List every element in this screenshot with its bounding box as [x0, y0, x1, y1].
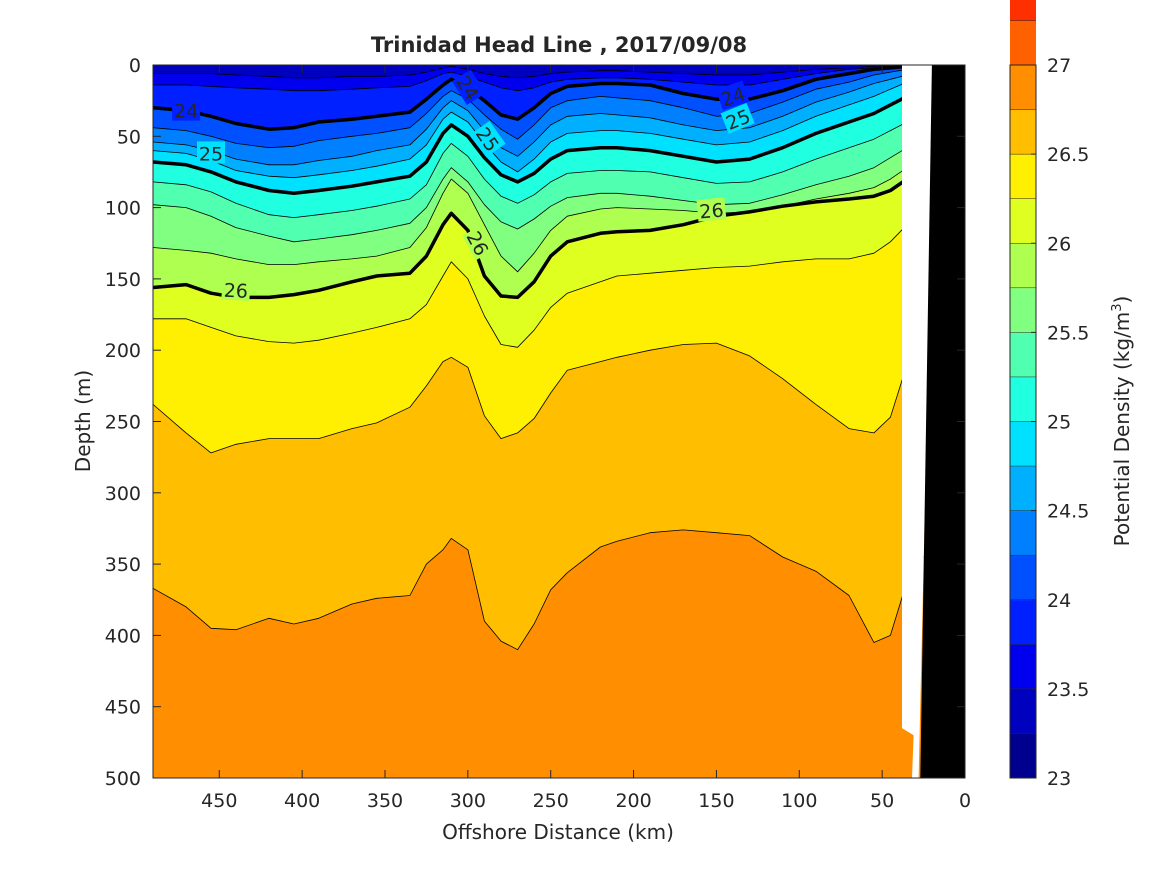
contour-label-text: 24 — [174, 101, 198, 123]
chart-title: Trinidad Head Line , 2017/09/08 — [371, 33, 747, 57]
y-tick-label: 150 — [105, 269, 141, 291]
contour-label-bg — [221, 277, 251, 302]
contour-label-text: 26 — [699, 199, 725, 223]
x-tick-label: 50 — [870, 790, 894, 812]
y-tick-label: 50 — [117, 126, 141, 148]
x-axis-label: Offshore Distance (km) — [442, 820, 674, 844]
y-tick-label: 350 — [105, 554, 141, 576]
y-tick-label: 400 — [105, 625, 141, 647]
contour-band — [153, 529, 965, 778]
contour-label-bg — [696, 197, 727, 222]
contour-line — [153, 76, 929, 179]
x-tick-label: 450 — [201, 790, 237, 812]
colorbar-tick-label: 26.5 — [1047, 144, 1089, 166]
colorbar-label-end: ) — [1110, 296, 1134, 304]
contour-line — [153, 110, 929, 219]
colorbar-swatch — [1010, 599, 1036, 645]
y-tick-label: 250 — [105, 412, 141, 434]
colorbar: 23 23.5 24 24.5 25 25.5 26 26.5 27 — [1009, 0, 1089, 790]
x-tick-label: 200 — [615, 790, 651, 812]
contour-line — [153, 529, 929, 651]
y-axis: 0 50 100 150 200 250 300 350 400 450 500 — [105, 55, 965, 790]
contour-lines — [153, 65, 930, 651]
colorbar-label: Potential Density (kg/m3) — [1110, 296, 1134, 547]
no-data-region — [902, 65, 936, 778]
contour-label-bg — [452, 69, 486, 105]
contour-line — [153, 135, 929, 243]
y-tick-label: 200 — [105, 340, 141, 362]
contour-line — [153, 70, 929, 166]
contour-label: 24 — [172, 98, 201, 123]
colorbar-swatch — [1010, 243, 1036, 289]
x-axis: 450 400 350 300 250 200 150 100 50 0 — [201, 65, 971, 812]
y-tick-label: 100 — [105, 198, 141, 220]
colorbar-swatch — [1010, 644, 1036, 690]
contour-label: 26 — [221, 277, 251, 303]
colorbar-label-superscript: 3 — [1110, 303, 1125, 311]
colorbar-swatch — [1010, 154, 1036, 200]
contour-label-text: 25 — [199, 143, 223, 165]
colorbar-tick-label: 23.5 — [1047, 679, 1089, 701]
y-axis-label: Depth (m) — [71, 370, 95, 472]
contour-line — [153, 66, 929, 79]
y-tick-label: 0 — [129, 55, 141, 77]
contour-label: 26 — [696, 197, 727, 224]
contour-label-bg — [720, 102, 755, 134]
colorbar-swatch — [1010, 688, 1036, 734]
y-tick-label: 450 — [105, 697, 141, 719]
contour-line — [153, 207, 929, 348]
colorbar-tick-label: 26 — [1047, 233, 1071, 255]
x-tick-label: 400 — [284, 790, 320, 812]
colorbar-swatch — [1010, 555, 1036, 601]
contour-line — [153, 314, 929, 454]
contour-line — [153, 66, 929, 92]
x-tick-label: 150 — [698, 790, 734, 812]
seafloor-land-mask — [920, 65, 965, 778]
plot-area — [153, 65, 965, 778]
x-tick-label: 250 — [533, 790, 569, 812]
colorbar-swatch — [1010, 466, 1036, 512]
colorbar-swatch — [1010, 198, 1036, 244]
x-tick-label: 300 — [450, 790, 486, 812]
contour-line — [153, 67, 929, 149]
contour-label-bg — [172, 98, 201, 121]
y-tick-label: 300 — [105, 483, 141, 505]
colorbar-tick-label: 25.5 — [1047, 322, 1089, 344]
colorbar-tick-label: 25 — [1047, 412, 1071, 434]
x-tick-label: 100 — [781, 790, 817, 812]
colorbar-swatch — [1010, 109, 1036, 155]
colorbar-swatch — [1010, 332, 1036, 378]
colorbar-tick-label: 27 — [1047, 55, 1071, 77]
colorbar-swatch — [1010, 510, 1036, 556]
contour-line — [153, 153, 929, 273]
x-tick-label: 350 — [367, 790, 403, 812]
colorbar-swatch — [1010, 20, 1036, 66]
contour-label-bg — [462, 225, 495, 261]
colorbar-swatch — [1010, 733, 1036, 779]
colorbar-tick-label: 24 — [1047, 590, 1071, 612]
contour-label-bg — [197, 141, 225, 164]
contour-label-bg — [715, 80, 750, 111]
y-tick-label: 500 — [105, 768, 141, 790]
colorbar-tick-label: 23 — [1047, 768, 1071, 790]
contour-line — [153, 65, 929, 131]
colorbar-swatch — [1010, 0, 1036, 21]
colorbar-swatch — [1010, 421, 1036, 467]
contour-label-text: 26 — [223, 280, 248, 303]
colorbar-swatch — [1010, 287, 1036, 333]
colorbar-swatch — [1010, 65, 1036, 111]
x-tick-label: 0 — [959, 790, 971, 812]
colorbar-tick-label: 24.5 — [1047, 501, 1089, 523]
contour-line — [153, 87, 930, 196]
colorbar-label-text: Potential Density (kg/m — [1110, 312, 1134, 547]
contour-bands — [153, 65, 965, 778]
colorbar-swatch — [1010, 376, 1036, 422]
contour-line — [153, 163, 930, 300]
contour-label-bg — [471, 120, 506, 157]
contour-label: 25 — [197, 141, 225, 165]
